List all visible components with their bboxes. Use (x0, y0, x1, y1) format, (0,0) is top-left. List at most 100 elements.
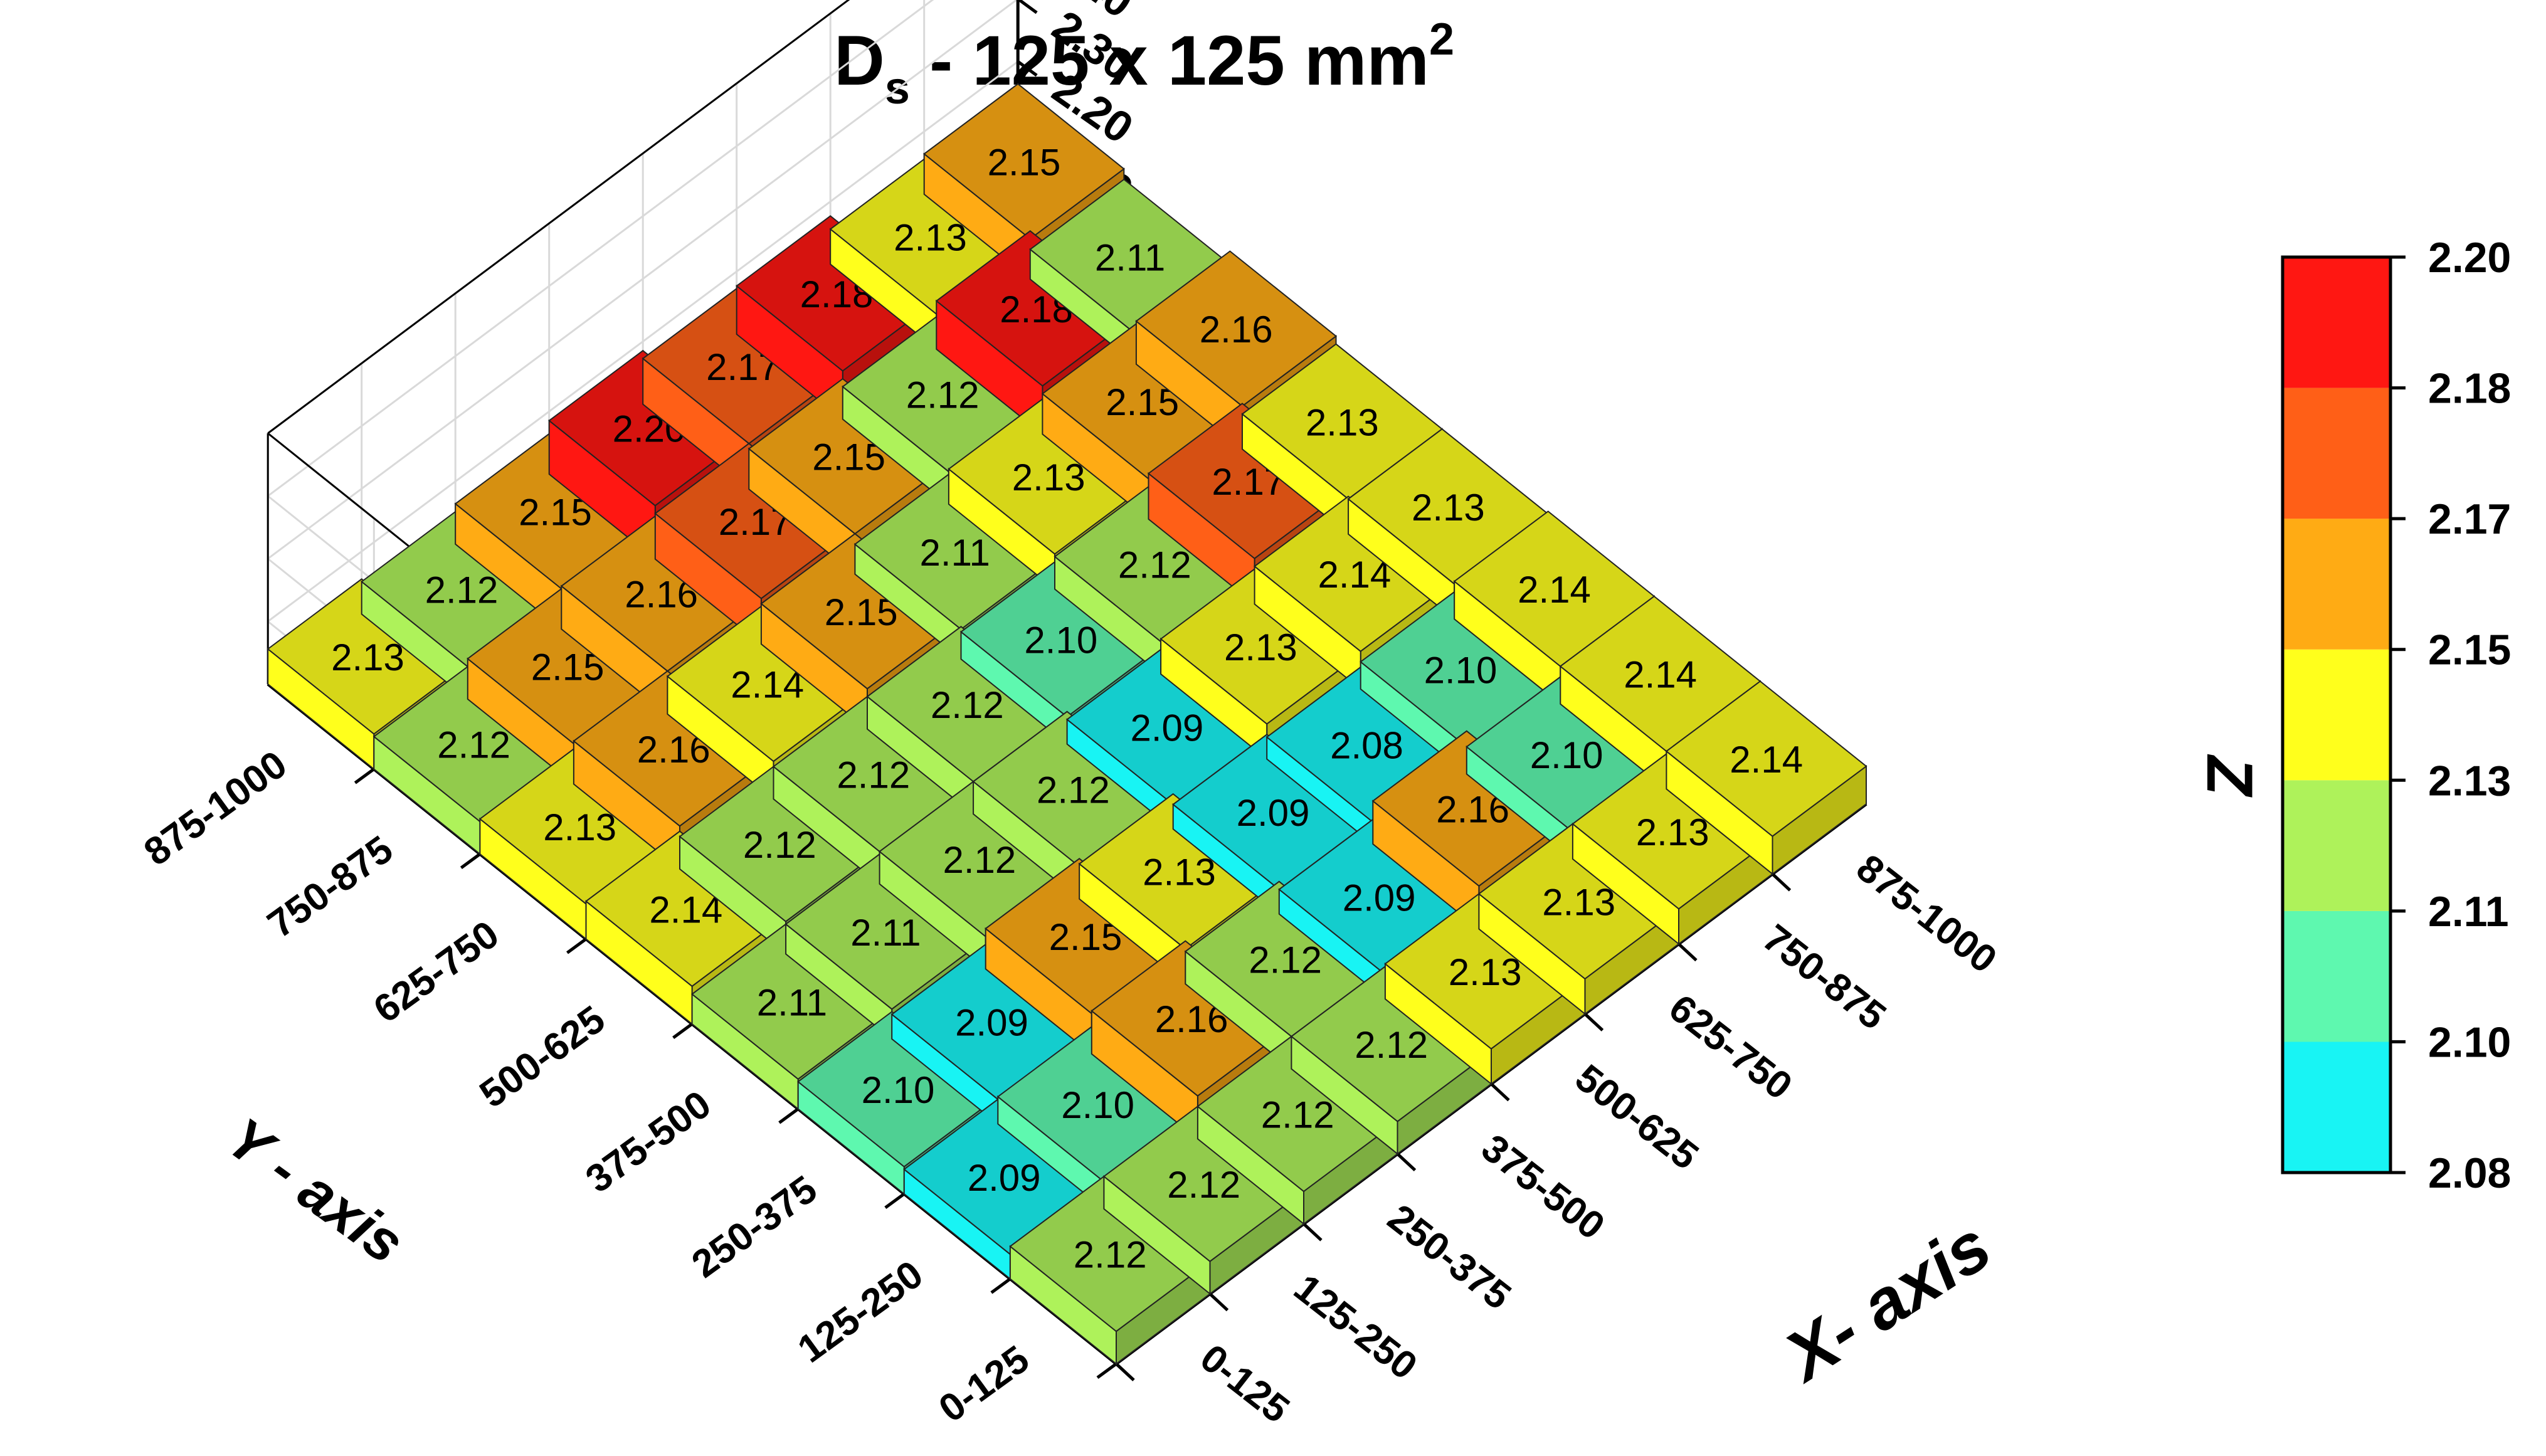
x-tick-label: 125-250 (1286, 1266, 1425, 1388)
data-label: 2.11 (920, 532, 990, 574)
y-tick (672, 1022, 694, 1040)
x-tick (1208, 1292, 1229, 1312)
y-tick (884, 1192, 906, 1210)
x-tick-label: 375-500 (1474, 1126, 1613, 1248)
colorbar-tick-label: 2.15 (2428, 626, 2511, 674)
data-label: 2.13 (1306, 401, 1379, 443)
y-tick-label: 250-375 (684, 1168, 825, 1287)
y-tick (778, 1107, 800, 1124)
y-tick-label: 375-500 (578, 1082, 719, 1201)
colorbar: 2.08 2.10 2.11 2.13 2.15 2.17 2.18 2.20 (2281, 234, 2511, 1197)
bar: 2.12 (1290, 966, 1492, 1156)
y-axis-title: Y - axis (215, 1106, 415, 1276)
data-label: 2.12 (1261, 1094, 1334, 1136)
colorbar-tick-label: 2.10 (2428, 1018, 2511, 1066)
colorbar-swatch (2283, 1042, 2390, 1173)
y-tick (566, 937, 587, 954)
bar-top (654, 443, 857, 599)
colorbar-tick-label: 2.13 (2428, 757, 2511, 804)
colorbar-swatch (2283, 257, 2390, 388)
colorbar-swatch (2283, 519, 2390, 650)
bar-top (1078, 793, 1281, 950)
bar-top (760, 532, 963, 690)
data-label: 2.10 (862, 1069, 935, 1111)
bar-top (923, 83, 1125, 240)
colorbar-tick-label: 2.18 (2428, 365, 2511, 413)
bar: 2.14 (1665, 680, 1867, 875)
z-tick (1017, 0, 1038, 14)
data-label: 2.14 (649, 889, 722, 931)
x-tick-label: 0-125 (1192, 1336, 1297, 1432)
data-label: 2.12 (1118, 544, 1191, 586)
data-label: 2.12 (1355, 1024, 1428, 1066)
data-label: 2.09 (968, 1157, 1041, 1199)
x-axis-title: X- axis (1768, 1206, 2004, 1398)
data-label: 2.13 (1542, 882, 1615, 924)
grid-line (267, 0, 934, 497)
data-label: 2.12 (1167, 1164, 1240, 1206)
z-axis-title: Z (2193, 754, 2266, 798)
data-label: 2.11 (1095, 237, 1165, 279)
data-label: 2.13 (1449, 951, 1522, 993)
colorbar-swatch (2283, 910, 2390, 1042)
data-label: 2.12 (425, 569, 499, 611)
x-tick (1583, 1013, 1604, 1031)
title-rest: - 125 x 125 mm (910, 21, 1429, 100)
bar-top (1091, 940, 1293, 1097)
data-label: 2.10 (1424, 650, 1497, 692)
title-main: D (834, 21, 885, 100)
data-label: 2.12 (906, 374, 980, 416)
data-label: 2.13 (1012, 456, 1085, 499)
colorbar-swatch (2283, 780, 2390, 911)
data-label: 2.11 (850, 912, 921, 954)
y-tick-label: 125-250 (790, 1252, 931, 1371)
bar-top (797, 1011, 999, 1168)
grid-line (267, 0, 1018, 560)
x-tick (1771, 872, 1792, 892)
bar-top (267, 578, 469, 735)
data-label: 2.12 (1037, 769, 1110, 811)
bar: 2.12 (1102, 1105, 1305, 1295)
data-label: 2.14 (1730, 739, 1803, 781)
colorbar-tick-label: 2.17 (2428, 495, 2511, 543)
x-tick (1490, 1082, 1510, 1102)
colorbar-swatch (2283, 649, 2390, 781)
data-label: 2.13 (1224, 626, 1297, 668)
y-tick (354, 768, 375, 784)
y-tick (990, 1277, 1012, 1294)
data-label: 2.13 (543, 806, 616, 848)
bar-top (1135, 250, 1338, 407)
data-label: 2.11 (757, 981, 827, 1023)
data-label: 2.10 (1061, 1084, 1134, 1126)
title-superscript: 2 (1429, 14, 1454, 65)
z-tick (1017, 60, 1038, 77)
data-label: 2.14 (1318, 554, 1392, 596)
bar-top (584, 830, 787, 988)
y-tick-label: 625-750 (366, 912, 507, 1031)
data-label: 2.08 (1330, 724, 1403, 766)
x-tick-label: 875-1000 (1849, 847, 2005, 982)
data-label: 2.12 (943, 839, 1017, 881)
y-tick-label: 500-625 (472, 998, 613, 1117)
data-label: 2.10 (1530, 734, 1603, 776)
frame-line (267, 0, 850, 435)
x-tick (1302, 1222, 1323, 1242)
x-tick (1396, 1153, 1417, 1172)
data-label: 2.12 (1249, 939, 1322, 981)
bar: 2.12 (1009, 1175, 1212, 1366)
bar-top (747, 377, 950, 535)
x-tick (1115, 1363, 1135, 1381)
data-label: 2.16 (1200, 309, 1273, 351)
y-tick (460, 852, 481, 870)
x-tick-label: 750-875 (1755, 916, 1894, 1038)
data-label: 2.12 (931, 684, 1004, 726)
bar-top (573, 670, 775, 827)
colorbar-tick-label: 2.08 (2428, 1149, 2511, 1197)
bars: 2.132.122.152.202.172.182.132.152.122.15… (267, 83, 1867, 1366)
data-label: 2.12 (437, 724, 510, 766)
x-tick-label: 250-375 (1380, 1196, 1519, 1318)
bar: 2.12 (1196, 1035, 1399, 1225)
data-label: 2.15 (988, 141, 1061, 183)
y-tick (1096, 1362, 1117, 1380)
